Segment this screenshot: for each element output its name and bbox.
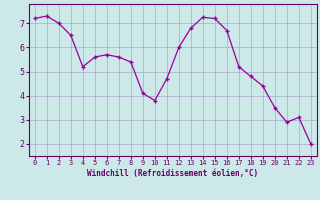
X-axis label: Windchill (Refroidissement éolien,°C): Windchill (Refroidissement éolien,°C) xyxy=(87,169,258,178)
